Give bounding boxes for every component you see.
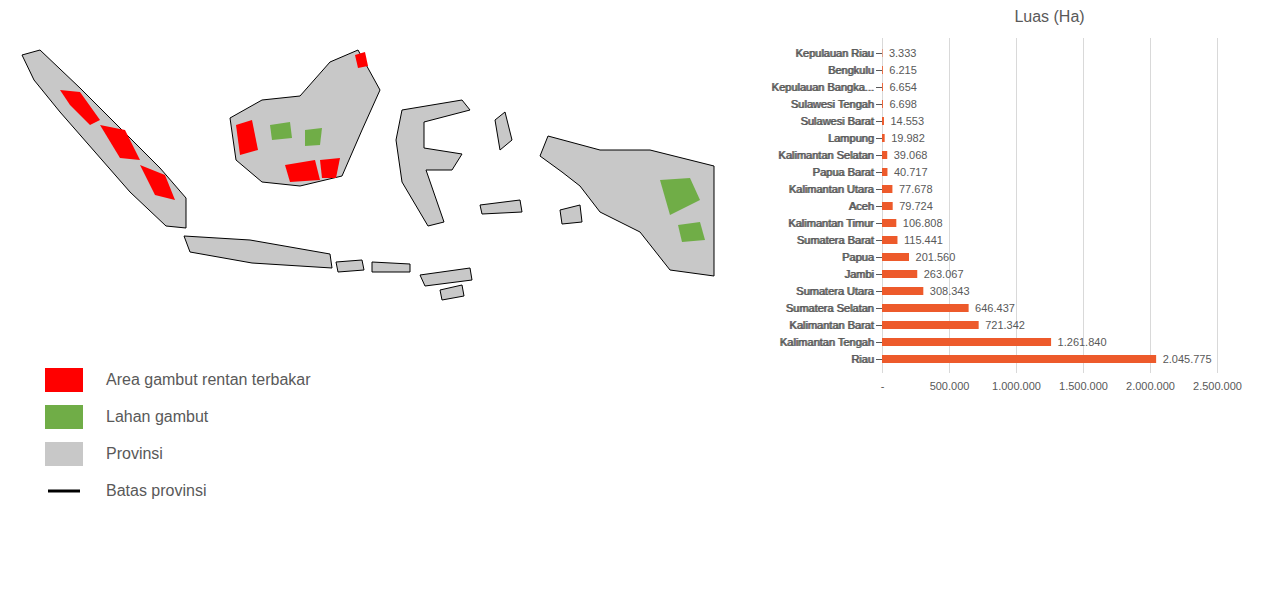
- svg-text:1.000.000: 1.000.000: [992, 380, 1041, 392]
- svg-text:Provinsi: Provinsi: [106, 445, 163, 462]
- svg-text:Lampung: Lampung: [829, 132, 875, 144]
- svg-text:Jambi: Jambi: [845, 268, 874, 280]
- svg-text:2.500.000: 2.500.000: [1193, 380, 1242, 392]
- svg-text:Lampung: Lampung: [828, 132, 874, 144]
- svg-text:2.045.775: 2.045.775: [1163, 353, 1212, 365]
- svg-text:308.343: 308.343: [930, 285, 970, 297]
- svg-text:Area gambut rentan terbakar: Area gambut rentan terbakar: [106, 371, 311, 388]
- svg-text:Sumatera Barat: Sumatera Barat: [796, 234, 873, 246]
- svg-text:Kalimantan Selatan: Kalimantan Selatan: [779, 149, 874, 161]
- svg-text:Batas provinsi: Batas provinsi: [106, 482, 207, 499]
- svg-text:Aceh: Aceh: [849, 200, 874, 212]
- svg-text:Kalimantan Utara: Kalimantan Utara: [790, 183, 876, 195]
- svg-text:6.698: 6.698: [889, 98, 917, 110]
- svg-text:39.068: 39.068: [894, 149, 928, 161]
- svg-text:79.724: 79.724: [899, 200, 933, 212]
- svg-text:Kalimantan Barat: Kalimantan Barat: [790, 319, 874, 331]
- svg-text:263.067: 263.067: [924, 268, 964, 280]
- svg-text:Lahan gambut: Lahan gambut: [106, 408, 209, 425]
- svg-text:2.000.000: 2.000.000: [1126, 380, 1175, 392]
- svg-text:Sumatera Utara: Sumatera Utara: [796, 285, 875, 297]
- svg-text:Kalimantan Barat: Kalimantan Barat: [789, 319, 873, 331]
- svg-text:40.717: 40.717: [894, 166, 928, 178]
- svg-text:1.261.840: 1.261.840: [1058, 336, 1107, 348]
- svg-text:Kalimantan Tengah: Kalimantan Tengah: [780, 336, 874, 348]
- svg-text:Riau: Riau: [851, 353, 874, 365]
- svg-text:Papua Barat: Papua Barat: [813, 166, 874, 178]
- svg-text:Papua: Papua: [842, 251, 875, 263]
- svg-text:Bengkulu: Bengkulu: [828, 64, 874, 76]
- svg-text:Sumatera Selatan: Sumatera Selatan: [785, 302, 873, 314]
- svg-text:Riau: Riau: [852, 353, 875, 365]
- svg-text:1.500.000: 1.500.000: [1059, 380, 1108, 392]
- svg-text:Kepulauan Riau: Kepulauan Riau: [796, 47, 874, 59]
- svg-text:Sumatera Utara: Sumatera Utara: [797, 285, 876, 297]
- svg-text:6.654: 6.654: [889, 81, 917, 93]
- svg-text:Papua: Papua: [843, 251, 876, 263]
- svg-text:Sumatera Selatan: Sumatera Selatan: [786, 302, 874, 314]
- svg-text:115.441: 115.441: [904, 234, 943, 246]
- svg-text:Kalimantan Timur: Kalimantan Timur: [788, 217, 874, 229]
- svg-text:500.000: 500.000: [930, 380, 970, 392]
- svg-text:3.333: 3.333: [889, 47, 917, 59]
- svg-text:Sulawesi Tengah: Sulawesi Tengah: [792, 98, 875, 110]
- svg-text:6.215: 6.215: [889, 64, 917, 76]
- svg-text:19.982: 19.982: [891, 132, 925, 144]
- svg-text:-: -: [881, 380, 885, 392]
- svg-text:Sulawesi Tengah: Sulawesi Tengah: [791, 98, 874, 110]
- svg-text:Kalimantan Utara: Kalimantan Utara: [789, 183, 875, 195]
- svg-text:Kalimantan Timur: Kalimantan Timur: [789, 217, 875, 229]
- svg-text:Sumatera Barat: Sumatera Barat: [797, 234, 874, 246]
- svg-text:Sulawesi Barat: Sulawesi Barat: [800, 115, 873, 127]
- svg-text:Jambi: Jambi: [844, 268, 873, 280]
- svg-text:Sulawesi Barat: Sulawesi Barat: [801, 115, 874, 127]
- html-text:Luas (Ha): Luas (Ha): [1014, 8, 1085, 25]
- svg-text:14.553: 14.553: [890, 115, 924, 127]
- svg-text:201.560: 201.560: [916, 251, 956, 263]
- svg-text:721.342: 721.342: [985, 319, 1025, 331]
- svg-text:Kalimantan Tengah: Kalimantan Tengah: [781, 336, 875, 348]
- svg-text:Aceh: Aceh: [848, 200, 873, 212]
- svg-text:Kepulauan Bangka...: Kepulauan Bangka...: [771, 81, 873, 93]
- svg-text:Kepulauan Riau: Kepulauan Riau: [795, 47, 873, 59]
- svg-text:106.808: 106.808: [903, 217, 943, 229]
- svg-text:Bengkulu: Bengkulu: [829, 64, 875, 76]
- svg-text:646.437: 646.437: [975, 302, 1015, 314]
- svg-text:Kalimantan Selatan: Kalimantan Selatan: [778, 149, 873, 161]
- svg-text:Papua Barat: Papua Barat: [812, 166, 873, 178]
- svg-text:77.678: 77.678: [899, 183, 933, 195]
- svg-text:Kepulauan Bangka...: Kepulauan Bangka...: [772, 81, 874, 93]
